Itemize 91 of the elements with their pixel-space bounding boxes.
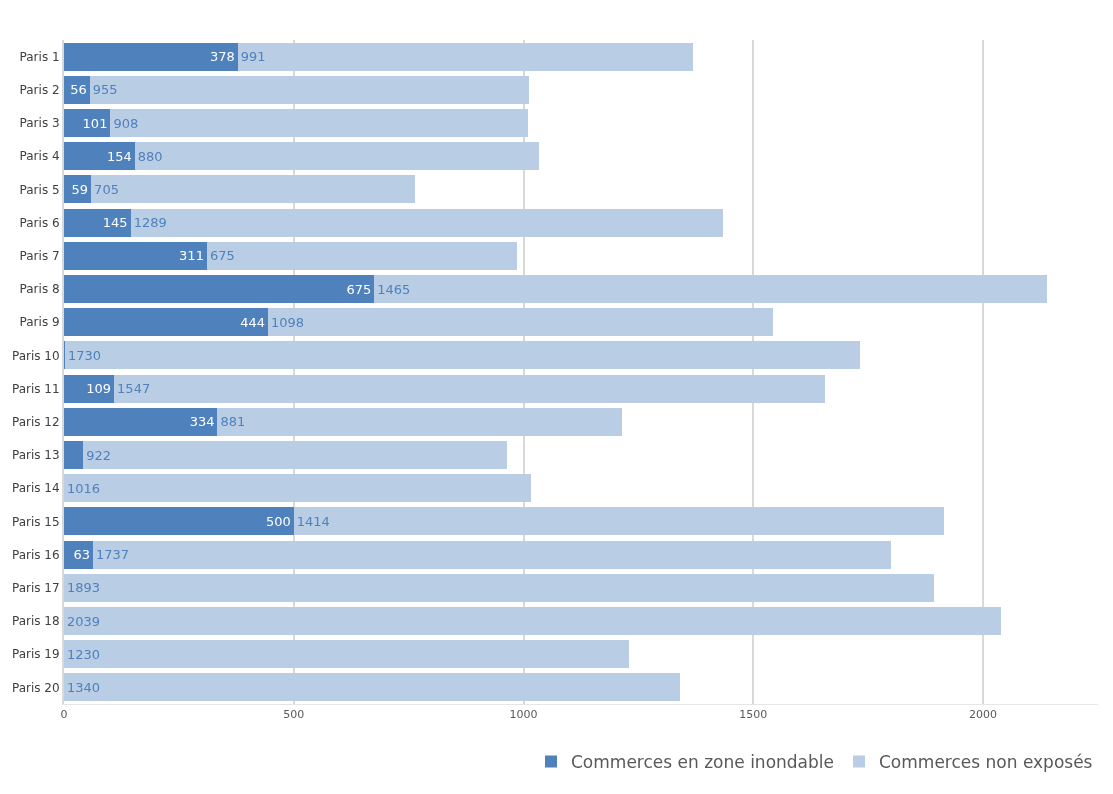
data-label: 1289 [133,215,167,231]
data-label: 500 [265,513,291,529]
y-tick-label: Paris 2 [19,83,60,97]
y-tick-label: Paris 3 [19,116,60,131]
y-tick-label: Paris 7 [19,249,60,263]
data-label: 154 [106,148,132,164]
y-tick-label: Paris 18 [11,614,60,629]
y-tick-label: Paris 9 [19,315,60,330]
bar [64,640,630,669]
y-tick-label: Paris 6 [19,215,60,230]
bar [64,441,84,469]
data-label: 1893 [67,580,101,596]
bar [64,607,1002,635]
data-label: 59 [71,181,89,197]
y-tick-label: Paris 1 [19,49,60,64]
y-tick-label: Paris 12 [11,415,60,429]
data-label: 881 [220,414,246,430]
bar [110,109,528,137]
data-label: 991 [240,49,266,65]
data-label: 145 [102,215,128,231]
y-tick-label: Paris 11 [11,381,60,396]
bar [64,474,531,503]
bar [64,109,111,137]
data-label: 2039 [67,613,101,629]
data-label: 1547 [117,381,151,397]
legend-label: Commerces en zone inondable [571,752,834,773]
data-label: 1230 [67,646,101,662]
x-tick-label: 0 [60,708,68,722]
y-tick-label: Paris 15 [11,514,60,529]
bar [64,42,238,71]
x-tick-label: 1500 [739,708,768,722]
bar [64,241,207,270]
bar [64,673,680,702]
bar [130,208,723,237]
data-label: 908 [113,115,139,131]
data-label: 955 [92,82,118,98]
y-tick-label: Paris 10 [11,348,60,363]
data-label: 1098 [271,314,305,330]
data-label: 1016 [67,480,101,496]
data-label: 56 [70,82,87,98]
bar [268,308,773,337]
y-tick-label: Paris 19 [11,647,60,662]
bar [64,507,294,536]
data-label: 1340 [67,679,101,695]
y-tick-label: Paris 16 [11,547,60,562]
x-tick-label: 500 [283,708,305,722]
data-label: 444 [240,314,266,330]
data-label: 880 [137,148,163,164]
bar [374,275,1048,303]
bar [293,507,944,536]
y-tick-label: Paris 20 [11,680,60,695]
data-label: 378 [209,49,235,65]
data-label: 109 [86,381,112,397]
data-label: 675 [346,281,372,297]
bar [64,208,131,237]
data-label: 675 [209,248,235,264]
data-label: 922 [86,447,112,463]
bar [64,374,115,403]
bar [64,341,860,370]
y-tick-label: Paris 8 [19,282,60,297]
y-tick-label: Paris 17 [11,581,60,595]
bar [64,407,218,436]
bar [91,175,416,204]
y-tick-label: Paris 14 [11,481,60,496]
bar [92,540,892,569]
data-label: 311 [179,248,204,264]
x-tick-label: 1000 [509,708,538,722]
bar [64,573,934,602]
data-label: 1414 [296,513,330,529]
data-label: 63 [73,547,90,563]
bar [89,75,529,104]
data-label: 705 [94,181,119,197]
legend-label: Commerces non exposés [879,752,1093,773]
y-tick-label: Paris 5 [19,182,60,197]
bar [83,441,508,469]
bar [64,142,135,171]
data-label: 1730 [67,347,102,363]
y-tick-label: Paris 4 [19,149,60,164]
bar [134,142,540,171]
data-label: 1465 [377,281,411,297]
x-tick-label: 2000 [969,708,998,722]
data-label: 101 [82,115,108,131]
bar [237,42,694,71]
bar [206,241,518,270]
bar [64,308,269,337]
bar [64,275,375,303]
y-tick-label: Paris 13 [11,448,60,463]
data-label: 1737 [95,547,130,563]
bar [217,407,623,436]
bar [114,374,826,403]
data-label: 334 [189,414,215,430]
